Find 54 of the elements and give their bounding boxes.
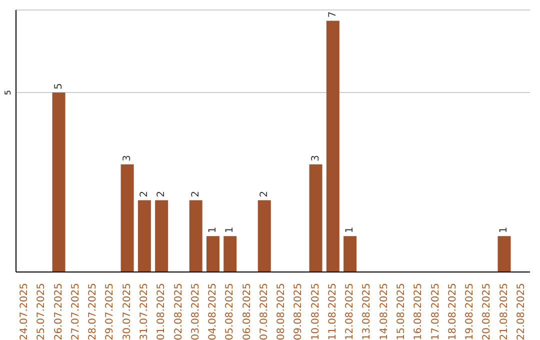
x-tick-label: 06.08.2025 — [242, 283, 253, 340]
x-tick-label: 21.08.2025 — [498, 283, 510, 340]
x-tick-label: 10.08.2025 — [310, 283, 322, 340]
data-label: 2 — [190, 190, 202, 198]
x-tick-label: 12.08.2025 — [344, 283, 356, 340]
x-tick-label: 02.08.2025 — [173, 283, 184, 340]
x-tick-label: 04.08.2025 — [208, 283, 219, 340]
bar — [498, 236, 511, 272]
bar — [155, 200, 168, 272]
x-tick-label: 11.08.2025 — [327, 283, 338, 340]
x-tick-label: 07.08.2025 — [258, 283, 270, 340]
x-tick-label: 17.08.2025 — [430, 283, 442, 340]
data-label: 5 — [53, 83, 64, 90]
x-tick-label: 28.07.2025 — [88, 283, 99, 340]
x-tick-label: 16.08.2025 — [413, 283, 424, 340]
data-label: 3 — [310, 154, 322, 162]
x-tick-label: 25.07.2025 — [36, 283, 48, 340]
bar — [138, 200, 151, 272]
bar — [52, 92, 66, 272]
x-tick-label: 29.07.2025 — [104, 283, 116, 340]
data-label: 3 — [122, 154, 133, 162]
bar — [258, 200, 271, 272]
data-label: 1 — [224, 226, 236, 234]
x-tick-label: 18.08.2025 — [447, 283, 458, 340]
data-label: 2 — [138, 190, 150, 198]
bar — [120, 164, 134, 272]
x-tick-label: 31.07.2025 — [139, 283, 150, 340]
bar — [206, 236, 220, 272]
data-label: 2 — [156, 190, 168, 198]
x-tick-label: 22.08.2025 — [516, 283, 527, 340]
x-tick-label: 08.08.2025 — [276, 283, 288, 340]
bar — [326, 20, 340, 272]
x-tick-label: 01.08.2025 — [156, 283, 168, 340]
bar — [189, 200, 202, 272]
x-tick-label: 20.08.2025 — [482, 283, 493, 340]
data-label: 1 — [498, 226, 510, 234]
bar — [224, 236, 237, 272]
x-tick-label: 15.08.2025 — [396, 283, 407, 340]
x-tick-label: 19.08.2025 — [464, 283, 476, 340]
data-label: 1 — [207, 226, 218, 234]
bar — [309, 164, 322, 272]
x-tick-label: 24.07.2025 — [19, 283, 30, 340]
x-tick-label: 26.07.2025 — [53, 283, 64, 340]
data-label: 7 — [327, 11, 338, 18]
x-tick-label: 09.08.2025 — [293, 283, 304, 340]
bar — [344, 236, 357, 272]
x-tick-label: 13.08.2025 — [362, 283, 373, 340]
x-tick-label: 03.08.2025 — [190, 283, 202, 340]
data-label: 2 — [258, 190, 270, 198]
x-tick-label: 30.07.2025 — [122, 283, 133, 340]
x-tick-label: 27.07.2025 — [70, 283, 82, 340]
x-tick-label: 14.08.2025 — [378, 283, 390, 340]
data-label: 1 — [344, 226, 356, 234]
x-tick-label: 05.08.2025 — [224, 283, 236, 340]
